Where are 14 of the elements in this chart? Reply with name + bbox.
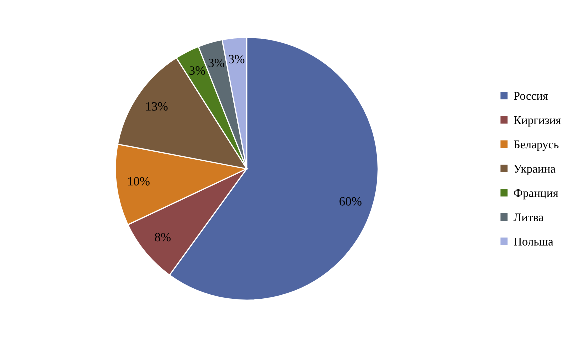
legend-label: Беларусь (514, 140, 559, 152)
legend-label: Литва (514, 214, 544, 222)
data-label: 60% (340, 197, 362, 206)
data-label: 3% (229, 55, 245, 64)
data-label: 13% (146, 102, 168, 111)
legend-label: Польша (514, 238, 554, 246)
legend-label: Франция (514, 189, 558, 200)
data-label: 3% (190, 66, 206, 76)
legend-label: Украина (514, 165, 556, 176)
data-label: 10% (128, 177, 150, 186)
legend-label: Киргизия (514, 116, 562, 127)
legend-label: Россия (514, 92, 548, 100)
data-label: 3% (208, 58, 224, 68)
data-label: 8% (155, 233, 171, 242)
